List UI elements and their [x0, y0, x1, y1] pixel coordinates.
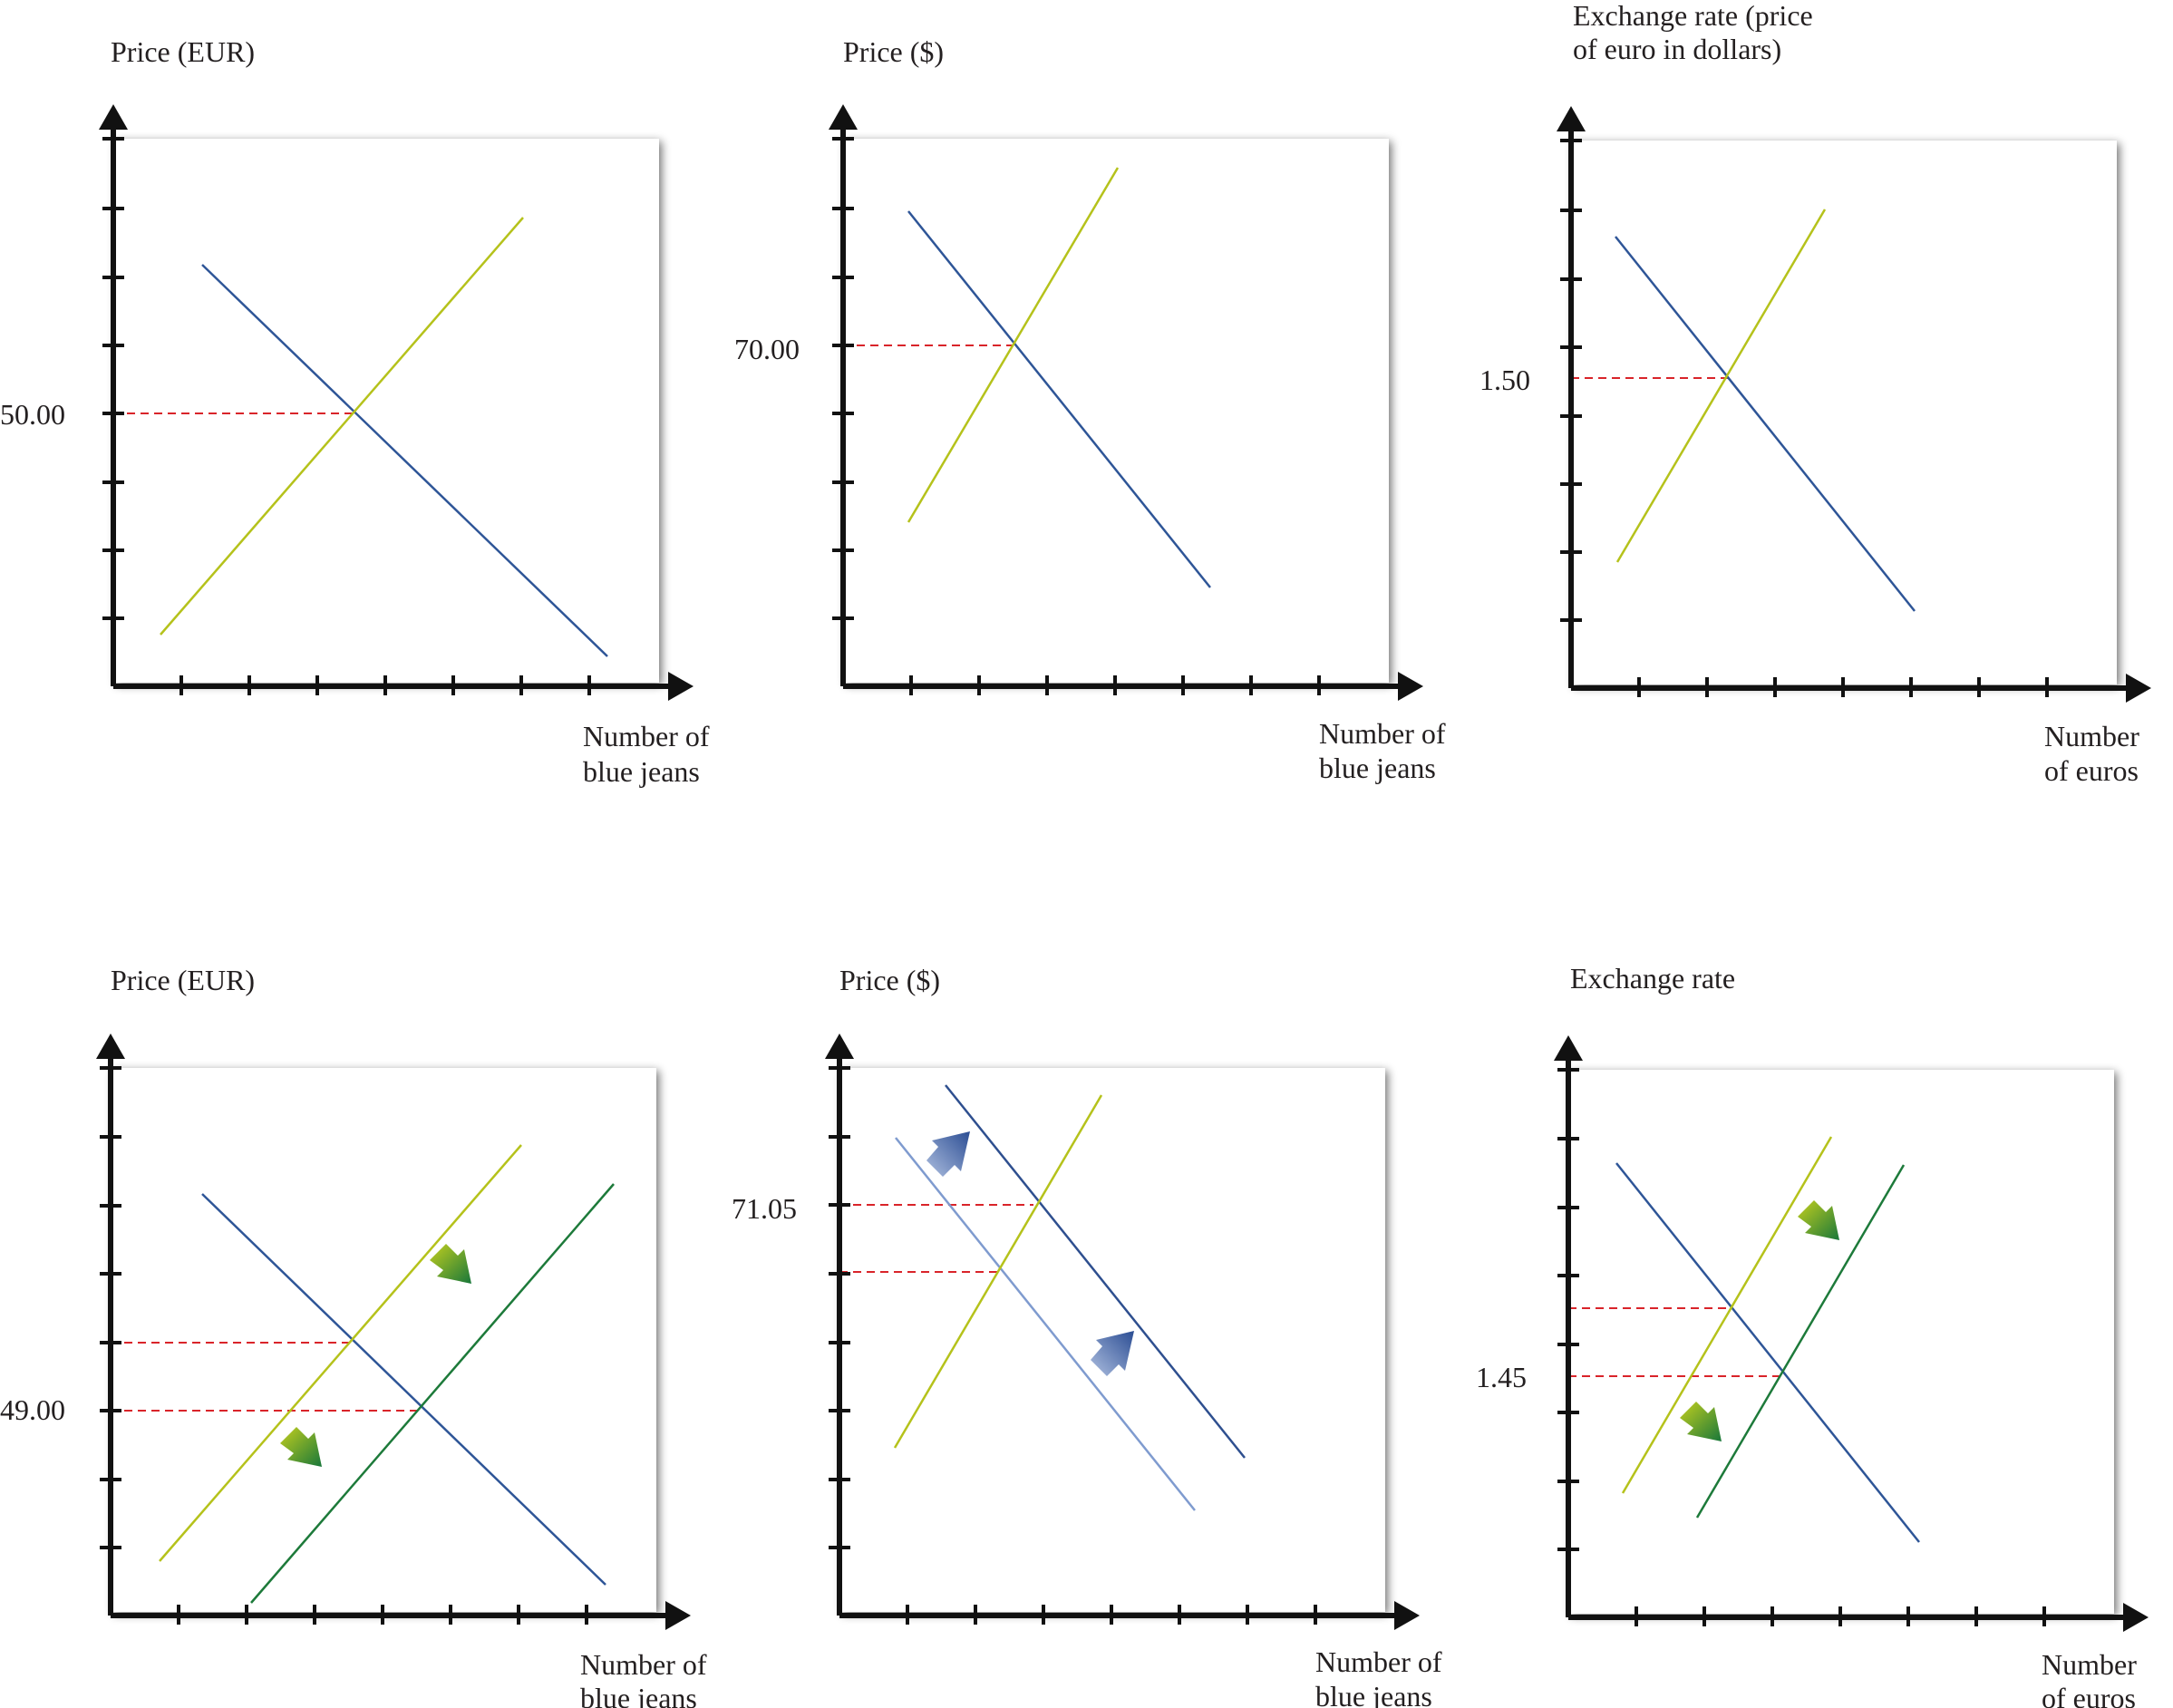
price-tick-label: 50.00: [0, 398, 65, 431]
plot-area: [113, 139, 659, 683]
price-tick-label: 49.00: [0, 1393, 65, 1426]
original-supply-curve: [159, 1144, 522, 1562]
demand-curve: [1615, 236, 1916, 612]
axes: [96, 1034, 691, 1630]
y-axis-title: Price ($): [839, 964, 940, 996]
price-tick-label: 70.00: [734, 333, 800, 365]
tick-marks: [102, 137, 591, 695]
axes: [829, 104, 1423, 701]
x-axis-title-line1: Number: [2044, 720, 2139, 752]
x-axis-title-line2: blue jeans: [583, 755, 700, 788]
tick-marks: [100, 1066, 588, 1625]
axes: [825, 1034, 1420, 1630]
y-axis-title-line2: of euro in dollars): [1573, 33, 1781, 65]
tick-marks: [829, 1066, 1317, 1625]
y-axis-title: Exchange rate: [1570, 962, 1735, 995]
y-axis-title: Price ($): [843, 35, 944, 68]
plot-area: [843, 139, 1389, 683]
shifted-supply-curve: [250, 1183, 615, 1604]
supply-curve: [907, 167, 1120, 523]
x-axis-title-line2: blue jeans: [580, 1682, 697, 1708]
panel-bottom-left: Price (EUR) Number of blue jeans 49.00: [0, 964, 707, 1708]
panel-bottom-right: Exchange rate Number of euros 1.45: [1476, 962, 2149, 1708]
demand-shift-arrow-icon: [1091, 1331, 1134, 1376]
shifted-supply-curve: [1695, 1164, 1906, 1519]
axes: [1554, 1035, 2149, 1632]
original-supply-curve: [1621, 1136, 1833, 1494]
demand-shift-arrow-icon: [926, 1131, 970, 1177]
tick-marks: [1560, 139, 2049, 697]
demand-curve: [1615, 1162, 1920, 1543]
supply-curve: [160, 217, 524, 636]
demand-curve: [201, 264, 608, 657]
shift-arrow-icon: [1680, 1402, 1722, 1441]
supply-curve: [1615, 209, 1827, 563]
shift-arrow-icon: [430, 1244, 471, 1284]
tick-marks: [832, 137, 1321, 695]
shifted-demand-curve: [945, 1084, 1246, 1459]
x-axis-title-line2: of euros: [2042, 1682, 2136, 1708]
panel-bottom-middle: Price ($) Number of blue jeans 71.05: [732, 964, 1442, 1708]
original-demand-curve: [895, 1137, 1196, 1511]
axes: [1557, 106, 2151, 703]
demand-curve: [907, 210, 1211, 588]
shift-arrow-icon: [1798, 1200, 1839, 1240]
x-axis-title-line1: Number: [2042, 1648, 2137, 1681]
panel-top-middle: Price ($) Number of blue jeans 70.00: [734, 35, 1446, 784]
exchange-rate-tick-label: 1.45: [1476, 1361, 1527, 1393]
x-axis-title-line1: Number of: [583, 720, 710, 752]
x-axis-title-line1: Number of: [580, 1648, 707, 1681]
y-axis-title: Price (EUR): [111, 35, 255, 68]
x-axis-title-line1: Number of: [1315, 1645, 1442, 1678]
x-axis-title-line2: blue jeans: [1315, 1680, 1432, 1708]
shift-arrow-icon: [280, 1427, 322, 1467]
y-axis-title: Price (EUR): [111, 964, 255, 996]
x-axis-title-line2: of euros: [2044, 754, 2139, 787]
demand-curve: [201, 1193, 606, 1586]
panel-top-right: Exchange rate (price of euro in dollars)…: [1479, 0, 2151, 787]
x-axis-title-line2: blue jeans: [1319, 752, 1436, 784]
price-tick-label: 71.05: [732, 1192, 797, 1225]
x-axis-title-line1: Number of: [1319, 717, 1446, 750]
supply-curve: [893, 1094, 1103, 1449]
y-axis-title-line1: Exchange rate (price: [1573, 0, 1813, 32]
plot-area: [111, 1068, 656, 1612]
panel-top-left: Price (EUR) Number of blue jeans 50.00: [0, 35, 710, 788]
tick-marks: [1557, 1068, 2046, 1626]
axes: [99, 104, 694, 701]
exchange-rate-tick-label: 1.50: [1479, 364, 1530, 396]
plot-area: [1568, 1070, 2114, 1614]
plot-area: [1571, 141, 2117, 684]
